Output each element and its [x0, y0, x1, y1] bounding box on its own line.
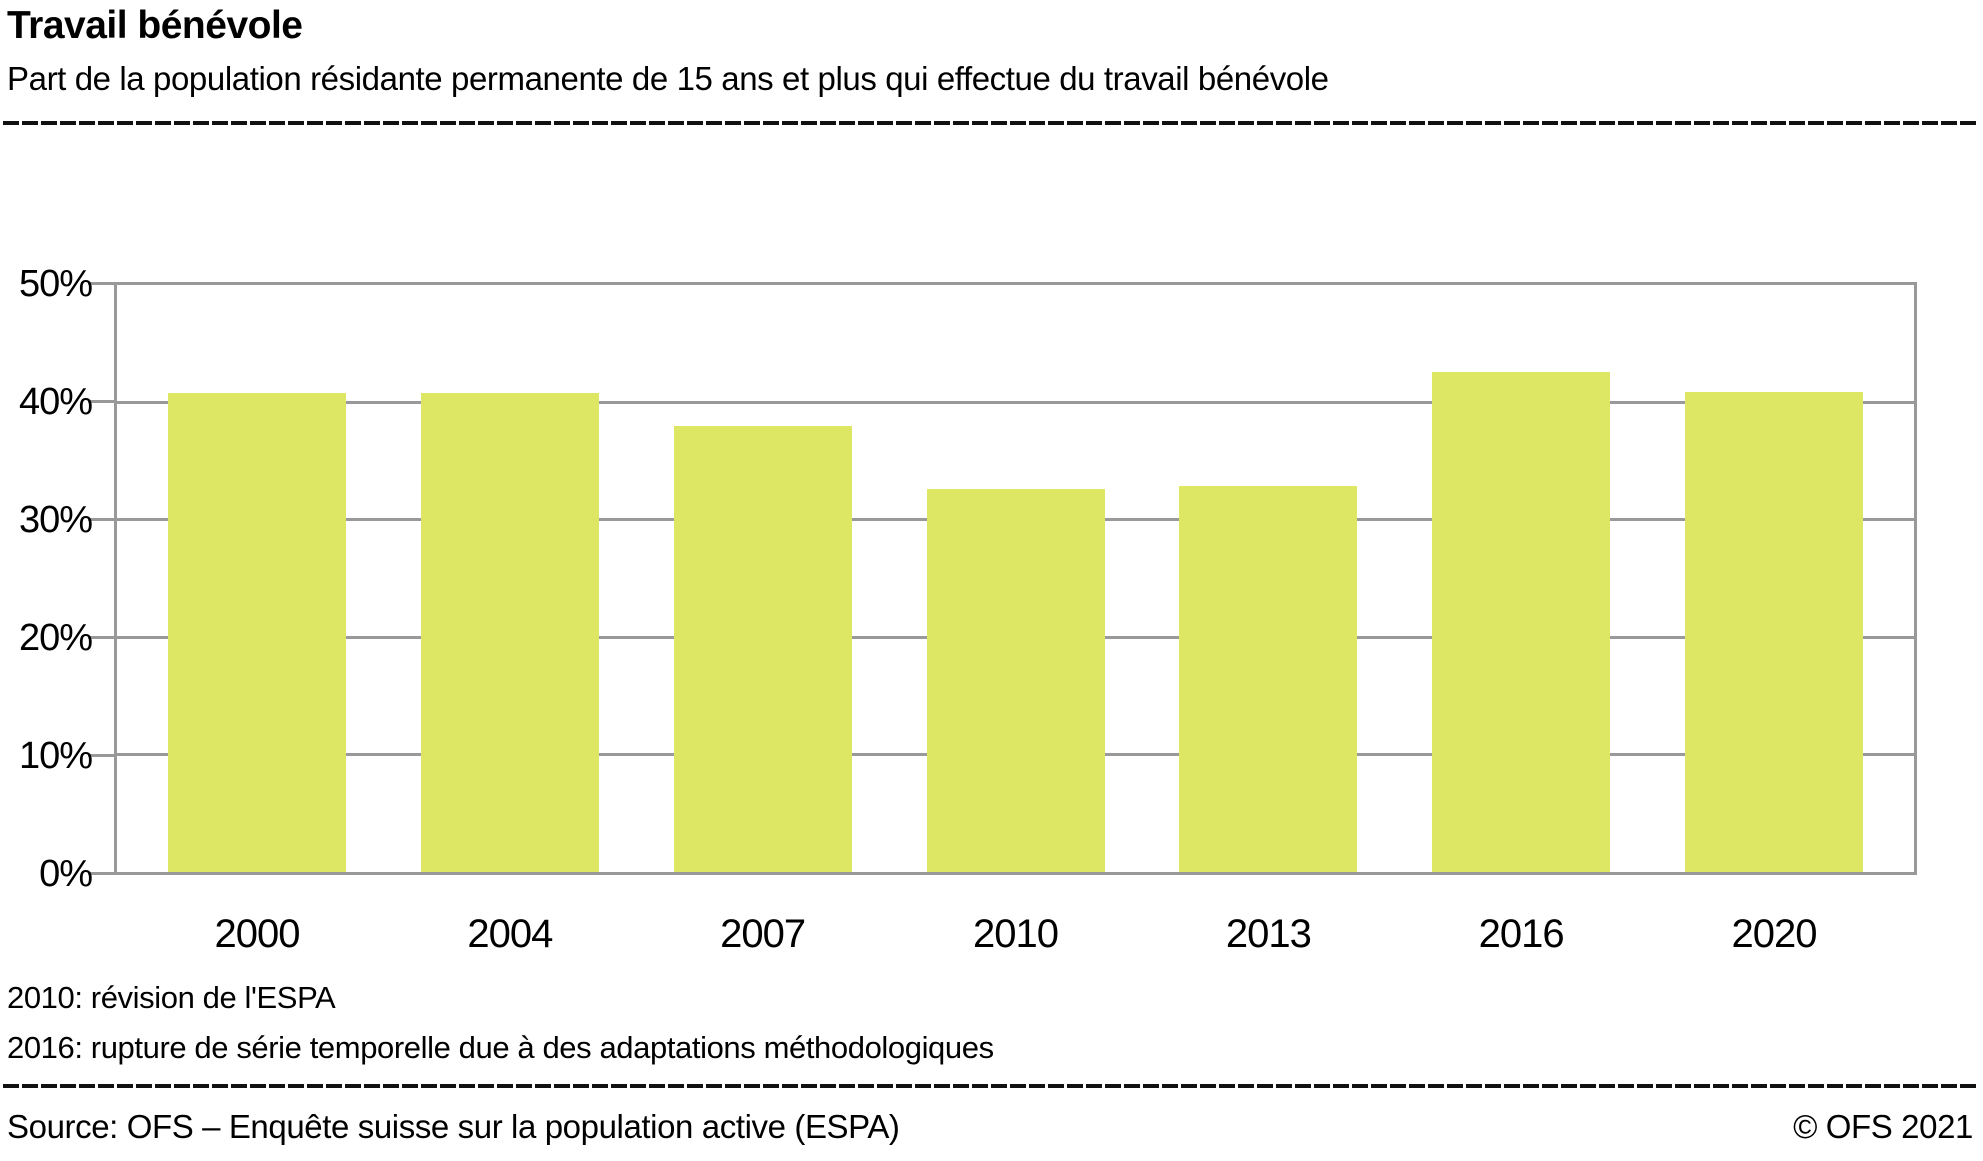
chart-subtitle: Part de la population résidante permanen…: [7, 60, 1329, 97]
gridline-40: [117, 400, 1914, 404]
y-tick-10: [88, 754, 115, 757]
y-tick-label-20: 20%: [18, 616, 93, 659]
x-tick-label-2010: 2010: [973, 912, 1059, 956]
bar-2000: [168, 393, 346, 872]
bar-2020: [1685, 391, 1863, 872]
copyright-text: © OFS 2021: [1793, 1108, 1973, 1145]
x-tick-label-2016: 2016: [1478, 912, 1565, 956]
x-tick-label-2000: 2000: [214, 912, 301, 956]
chart-title: Travail bénévole: [7, 4, 303, 47]
x-tick-label-2013: 2013: [1225, 912, 1312, 956]
y-tick-label-10: 10%: [18, 734, 93, 777]
x-tick-label-2007: 2007: [720, 912, 806, 956]
footer-divider: [3, 1084, 1977, 1088]
bar-2016: [1432, 371, 1611, 872]
bar-2004: [420, 393, 599, 872]
y-tick-40: [88, 400, 115, 403]
y-tick-label-0: 0%: [39, 852, 93, 895]
y-tick-0: [88, 872, 115, 875]
bar-2010: [926, 489, 1105, 872]
y-tick-50: [88, 282, 115, 285]
header-divider: [3, 121, 1977, 125]
y-tick-30: [88, 518, 115, 521]
footnote-2016: 2016: rupture de série temporelle due à …: [7, 1030, 994, 1065]
bar-2007: [673, 425, 852, 872]
plot-area: [114, 282, 1917, 875]
y-tick-label-50: 50%: [18, 262, 93, 305]
footer: Source: OFS – Enquête suisse sur la popu…: [7, 1108, 1973, 1146]
y-tick-20: [88, 636, 115, 639]
y-tick-label-40: 40%: [18, 380, 93, 423]
footnote-2010: 2010: révision de l'ESPA: [7, 980, 336, 1015]
x-tick-label-2004: 2004: [467, 912, 553, 956]
bar-2013: [1179, 485, 1358, 872]
y-tick-label-30: 30%: [18, 498, 93, 541]
x-tick-label-2020: 2020: [1731, 912, 1818, 956]
source-text: Source: OFS – Enquête suisse sur la popu…: [7, 1108, 900, 1145]
